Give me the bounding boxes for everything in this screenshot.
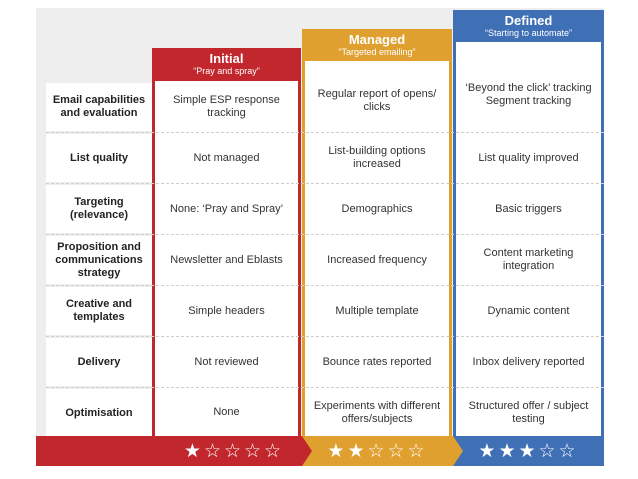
cell-defined-email: ‘Beyond the click’ tracking Segment trac… <box>465 82 592 107</box>
cell-initial-creative: Simple headers <box>188 304 265 317</box>
column-subtitle: “Targeted emailing” <box>338 47 416 57</box>
cell-defined-proposition: Content marketing integration <box>483 247 574 272</box>
star-rating-managed: ★★☆☆☆ <box>327 440 428 462</box>
row-divider <box>46 183 604 184</box>
column-header-initial: Initial “Pray and spray” <box>155 48 298 81</box>
rating-band-managed: ★★☆☆☆ <box>302 436 453 466</box>
cell-initial-list: Not managed <box>193 151 260 164</box>
cell-defined-targeting: Basic triggers <box>495 202 562 215</box>
column-subtitle: “Pray and spray” <box>193 66 260 76</box>
column-title: Defined <box>504 13 553 28</box>
row-divider <box>46 387 604 388</box>
column-header-managed: Managed “Targeted emailing” <box>305 29 449 61</box>
rating-band-defined: ★★★☆☆ <box>453 436 604 466</box>
row-divider <box>46 132 604 133</box>
row-label-delivery: Delivery <box>46 338 152 386</box>
column-title: Initial <box>209 51 244 66</box>
cell-defined-list: List quality improved <box>478 151 579 164</box>
star-rating-initial: ★☆☆☆☆ <box>183 440 285 462</box>
column-initial: Initial “Pray and spray” Simple ESP resp… <box>152 48 301 436</box>
row-label-targeting: Targeting (relevance) <box>46 185 152 233</box>
cell-initial-targeting: None: ‘Pray and Spray’ <box>169 202 284 215</box>
row-label-email-capabilities: Email capabilities and evaluation <box>46 83 152 131</box>
row-label-optimisation: Optimisation <box>46 389 152 437</box>
cell-defined-creative: Dynamic content <box>487 304 570 317</box>
row-label-list-quality: List quality <box>46 134 152 182</box>
cell-initial-optimisation: None <box>213 406 240 418</box>
cell-defined-delivery: Inbox delivery reported <box>472 355 585 368</box>
column-subtitle: “Starting to automate” <box>484 28 573 38</box>
cell-initial-proposition: Newsletter and Eblasts <box>170 253 283 266</box>
column-managed: Managed “Targeted emailing” Regular repo… <box>302 29 452 436</box>
row-label-creative: Creative and templates <box>46 287 152 335</box>
row-divider <box>46 336 604 337</box>
star-rating-defined: ★★★☆☆ <box>478 440 579 462</box>
row-divider <box>46 234 604 235</box>
column-header-defined: Defined “Starting to automate” <box>456 10 601 42</box>
chevron-arrow <box>453 436 463 466</box>
column-title: Managed <box>348 32 406 47</box>
row-divider <box>46 285 604 286</box>
cell-managed-delivery: Bounce rates reported <box>322 355 432 368</box>
row-label-proposition: Proposition and communications strategy <box>46 236 152 284</box>
chevron-arrow <box>302 436 312 466</box>
cell-managed-optimisation: Experiments with different offers/subjec… <box>313 399 441 425</box>
cell-initial-delivery: Not reviewed <box>194 355 259 368</box>
cell-managed-proposition: Increased frequency <box>327 253 427 266</box>
cell-defined-optimisation: Structured offer / subject testing <box>468 399 589 425</box>
cell-managed-email: Regular report of opens/ clicks <box>317 88 437 113</box>
column-defined: Defined “Starting to automate” ‘Beyond t… <box>453 10 604 436</box>
cell-managed-list: List-building options increased <box>328 145 426 170</box>
cell-managed-creative: Multiple template <box>335 304 419 317</box>
cell-initial-email: Simple ESP response tracking <box>173 94 280 119</box>
cell-managed-targeting: Demographics <box>341 202 413 215</box>
rating-band-initial: ★☆☆☆☆ <box>36 436 302 466</box>
